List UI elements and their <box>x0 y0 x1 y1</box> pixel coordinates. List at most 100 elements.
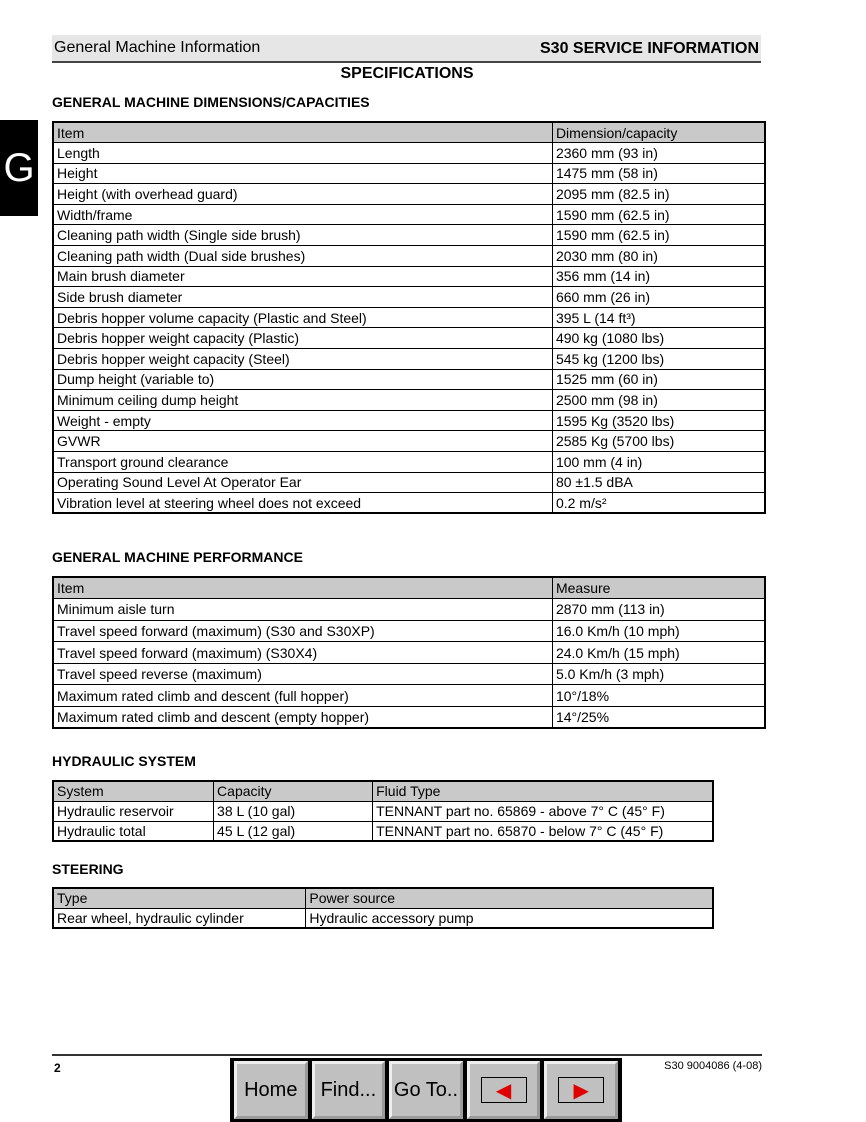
table-cell: Height (with overhead guard) <box>52 183 553 205</box>
arrow-right-icon: ▶ <box>558 1077 605 1103</box>
table-cell: 545 kg (1200 lbs) <box>551 348 766 370</box>
table-cell: 2870 mm (113 in) <box>551 598 766 621</box>
find-button[interactable]: Find... <box>311 1061 386 1119</box>
table-cell: Operating Sound Level At Operator Ear <box>52 471 553 494</box>
table-cell: Width/frame <box>52 203 553 226</box>
table-cell: Dump height (variable to) <box>52 368 553 391</box>
column-header: Dimension/capacity <box>551 121 766 144</box>
steering-table: Type Power source Rear wheel, hydraulic cy… <box>52 887 714 929</box>
navigation-bar: Home Find... Go To.. ◀ ▶ <box>230 1058 622 1122</box>
header-row: Item Dimension/capacity <box>52 121 766 144</box>
chapter-tab: G <box>0 120 38 216</box>
hydraulic-table: System Capacity Fluid Type Hydraulic reserv… <box>52 780 714 842</box>
column-header: System <box>52 780 215 802</box>
table-row: Maximum rated climb and descent (empty h… <box>52 706 766 729</box>
table-cell: Side brush diameter <box>52 286 553 308</box>
table-cell: Rear wheel, hydraulic cylinder <box>52 907 307 929</box>
table-cell: TENNANT part no. 65869 - above 7° C (45°… <box>372 800 714 822</box>
table-cell: 2585 Kg (5700 lbs) <box>551 430 766 452</box>
page-header: General Machine Information S30 SERVICE … <box>52 35 761 63</box>
hydraulic-heading: HYDRAULIC SYSTEM <box>52 753 196 769</box>
table-cell: TENNANT part no. 65870 - below 7° C (45°… <box>372 820 714 842</box>
table-row: Height 1475 mm (58 in) <box>52 162 766 185</box>
table-row: Debris hopper weight capacity (Steel) 545… <box>52 348 766 370</box>
dimensions-heading: GENERAL MACHINE DIMENSIONS/CAPACITIES <box>52 94 370 110</box>
table-cell: 2360 mm (93 in) <box>551 142 766 164</box>
table-cell: Length <box>52 142 553 164</box>
table-row: Travel speed forward (maximum) (S30X4) 24… <box>52 641 766 664</box>
table-cell: 16.0 Km/h (10 mph) <box>551 619 766 643</box>
table-row: Length 2360 mm (93 in) <box>52 142 766 164</box>
table-cell: Hydraulic reservoir <box>52 800 215 822</box>
column-header: Power source <box>305 887 714 909</box>
table-cell: Cleaning path width (Single side brush) <box>52 224 553 247</box>
table-cell: Cleaning path width (Dual side brushes) <box>52 245 553 267</box>
table-cell: Weight - empty <box>52 409 553 432</box>
table-row: Travel speed forward (maximum) (S30 and … <box>52 619 766 643</box>
table-cell: 14°/25% <box>551 706 766 729</box>
column-header: Item <box>52 121 553 144</box>
table-cell: 395 L (14 ft³) <box>551 306 766 329</box>
table-row: Vibration level at steering wheel does n… <box>52 492 766 514</box>
table-cell: Minimum ceiling dump height <box>52 389 553 411</box>
table-cell: 1590 mm (62.5 in) <box>551 224 766 247</box>
table-row: Hydraulic reservoir 38 L (10 gal) TENNANT … <box>52 800 714 822</box>
table-cell: 1595 Kg (3520 lbs) <box>551 409 766 432</box>
table-row: Minimum ceiling dump height 2500 mm (98 i… <box>52 389 766 411</box>
table-row: Operating Sound Level At Operator Ear 80 … <box>52 471 766 494</box>
previous-page-button[interactable]: ◀ <box>466 1061 541 1119</box>
document-number: S30 9004086 (4-08) <box>664 1060 762 1072</box>
home-button[interactable]: Home <box>234 1061 308 1119</box>
table-row: Rear wheel, hydraulic cylinder Hydraulic … <box>52 907 714 929</box>
column-header: Fluid Type <box>372 780 714 802</box>
table-cell: Travel speed forward (maximum) (S30 and … <box>52 619 553 643</box>
table-row: Transport ground clearance 100 mm (4 in) <box>52 451 766 473</box>
table-row: Side brush diameter 660 mm (26 in) <box>52 286 766 308</box>
table-cell: 45 L (12 gal) <box>213 820 374 842</box>
table-row: Dump height (variable to) 1525 mm (60 in) <box>52 368 766 391</box>
table-cell: 24.0 Km/h (15 mph) <box>551 641 766 664</box>
table-cell: 356 mm (14 in) <box>551 265 766 288</box>
table-cell: Maximum rated climb and descent (full ho… <box>52 684 553 708</box>
section-name: General Machine Information <box>54 39 261 56</box>
footer-rule <box>52 1054 762 1056</box>
table-row: Cleaning path width (Single side brush) 1… <box>52 224 766 247</box>
table-cell: 1525 mm (60 in) <box>551 368 766 391</box>
table-row: Travel speed reverse (maximum) 5.0 Km/h (… <box>52 662 766 686</box>
dimensions-table: Item Dimension/capacity Length 2360 mm (93 … <box>52 121 766 515</box>
table-cell: 5.0 Km/h (3 mph) <box>551 662 766 686</box>
header-row: Type Power source <box>52 887 714 909</box>
header-row: Item Measure <box>52 576 766 600</box>
table-cell: Vibration level at steering wheel does n… <box>52 492 553 514</box>
table-row: Debris hopper volume capacity (Plastic a… <box>52 306 766 329</box>
next-page-button[interactable]: ▶ <box>544 1061 618 1119</box>
performance-table: Item Measure Minimum aisle turn 2870 mm (11… <box>52 576 766 730</box>
table-cell: 10°/18% <box>551 684 766 708</box>
table-cell: Minimum aisle turn <box>52 598 553 621</box>
column-header: Measure <box>551 576 766 600</box>
table-cell: 2500 mm (98 in) <box>551 389 766 411</box>
table-cell: Hydraulic accessory pump <box>305 907 714 929</box>
table-cell: Debris hopper weight capacity (Steel) <box>52 348 553 370</box>
table-row: Main brush diameter 356 mm (14 in) <box>52 265 766 288</box>
table-cell: 0.2 m/s² <box>551 492 766 514</box>
table-cell: 80 ±1.5 dBA <box>551 471 766 494</box>
steering-heading: STEERING <box>52 861 124 877</box>
table-cell: Height <box>52 162 553 185</box>
arrow-left-icon: ◀ <box>480 1077 527 1103</box>
table-row: GVWR 2585 Kg (5700 lbs) <box>52 430 766 452</box>
performance-heading: GENERAL MACHINE PERFORMANCE <box>52 549 303 565</box>
table-cell: 490 kg (1080 lbs) <box>551 327 766 350</box>
table-cell: 2030 mm (80 in) <box>551 245 766 267</box>
table-row: Hydraulic total 45 L (12 gal) TENNANT part… <box>52 820 714 842</box>
table-cell: Hydraulic total <box>52 820 215 842</box>
table-row: Weight - empty 1595 Kg (3520 lbs) <box>52 409 766 432</box>
table-row: Minimum aisle turn 2870 mm (113 in) <box>52 598 766 621</box>
header-row: System Capacity Fluid Type <box>52 780 714 802</box>
goto-button[interactable]: Go To.. <box>389 1061 463 1119</box>
table-cell: 1590 mm (62.5 in) <box>551 203 766 226</box>
table-cell: Transport ground clearance <box>52 451 553 473</box>
column-header: Capacity <box>213 780 374 802</box>
column-header: Type <box>52 887 307 909</box>
table-cell: 660 mm (26 in) <box>551 286 766 308</box>
